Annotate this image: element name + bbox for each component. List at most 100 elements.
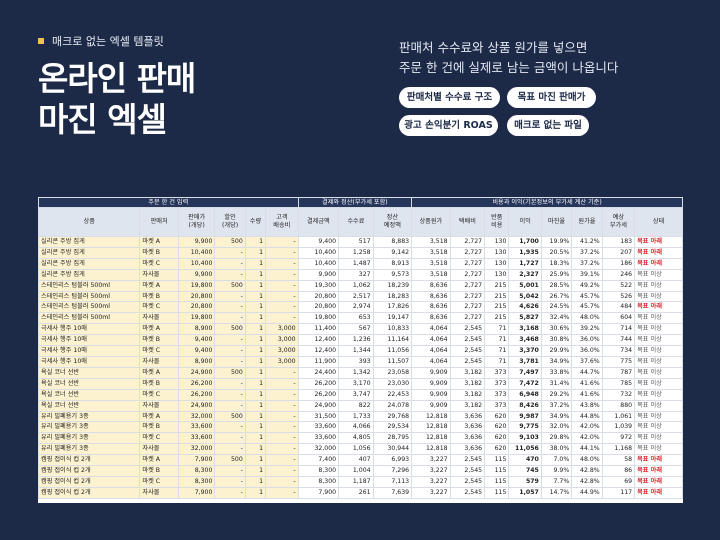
column-header-row: 상품 판매처 판매가 (개당) 할인 (개당) 수량 고객 배송비 결제금액 수수료 정산 예정… [38, 207, 683, 237]
table-cell: 20.5% [540, 246, 573, 259]
table-cell: 마켓 C [139, 432, 179, 445]
table-cell: - [214, 312, 246, 325]
table-cell: 1 [244, 399, 267, 412]
table-cell: 목표 이상 [634, 366, 683, 379]
table-cell: 29.2% [540, 388, 573, 401]
table-cell: - [214, 399, 246, 412]
table-cell: 522 [601, 279, 636, 292]
table-cell: 마켓 A [139, 323, 179, 336]
table-cell: 7,472 [508, 377, 542, 390]
table-cell: 500 [214, 279, 246, 292]
table-cell: 24,900 [177, 366, 216, 379]
table-cell: - [214, 301, 246, 314]
table-cell: 373 [484, 388, 510, 401]
table-cell: 마켓 A [139, 366, 179, 379]
table-cell: 115 [484, 465, 510, 477]
table-cell: 732 [601, 388, 636, 401]
table-cell: - [214, 334, 246, 347]
table-cell: 186 [601, 257, 636, 270]
table-cell: 6,948 [508, 388, 542, 401]
table-cell: 3,781 [508, 355, 542, 368]
table-cell: 마켓 B [139, 465, 179, 477]
table-cell: 373 [484, 377, 510, 390]
group-header-row: 주문 한 건 입력 결제와 정산(부가세 포함) 비용과 이익(기본정보의 부가세 … [38, 197, 683, 208]
table-row: 유리 밀폐용기 3종 마켓 A 32,000 500 1-31,500 1,733 29,7… [38, 410, 683, 423]
table-cell: 1,057 [508, 486, 542, 499]
table-cell: - [265, 257, 299, 270]
table-cell: 1,700 [508, 236, 542, 248]
table-cell: - [214, 465, 246, 477]
table-cell: 653 [338, 312, 374, 325]
table-cell: 1 [244, 410, 267, 423]
table-cell: 215 [484, 301, 510, 314]
table-row: 극세사 행주 10매 마켓 A 8,900 500 1 3,000 11,400 567 10,… [38, 323, 683, 336]
table-cell: 10,400 [297, 246, 340, 259]
table-cell: 775 [601, 355, 636, 368]
table-cell: 261 [338, 486, 374, 499]
table-row: 실리콘 주방 집게 마켓 B 10,400-1-10,400 1,258 9,142 3,… [38, 246, 683, 259]
table-cell: 48.0% [571, 454, 603, 467]
table-cell: 3,168 [508, 323, 542, 336]
column-header: 상품원가 [411, 207, 451, 237]
table-cell: - [265, 312, 299, 325]
table-cell: 1,258 [338, 246, 374, 259]
table-cell: 130 [484, 268, 510, 281]
column-header: 결제금액 [297, 207, 340, 237]
table-cell: 30.8% [540, 334, 573, 347]
table-cell: 3,518 [411, 246, 451, 259]
table-cell: 목표 이상 [634, 388, 683, 401]
table-cell: 1 [244, 268, 267, 281]
table-row: 스테인리스 텀블러 500ml 자사몰 19,800-1-19,800 653 19,1… [38, 312, 683, 325]
table-cell: 1,935 [508, 246, 542, 259]
table-cell: 26,200 [177, 388, 216, 401]
table-cell: 24,900 [297, 399, 340, 412]
table-cell: 29.8% [540, 432, 573, 445]
table-cell: - [265, 290, 299, 303]
table-cell: 44.1% [571, 443, 603, 456]
table-cell: 1 [244, 486, 267, 499]
table-cell: 자사몰 [139, 399, 179, 412]
table-cell: 유리 밀폐용기 3종 [38, 410, 141, 423]
table-cell: 6,993 [372, 454, 413, 467]
table-cell: 3,518 [411, 236, 451, 248]
table-cell: 71 [484, 334, 510, 347]
table-cell: 29,768 [372, 410, 413, 423]
table-cell: 3,000 [265, 345, 299, 357]
table-cell: 19,800 [297, 312, 340, 325]
table-cell: 41.6% [571, 388, 603, 401]
table-cell: 목표 아래 [634, 475, 683, 488]
column-header: 택배비 [449, 207, 486, 237]
table-cell: 4,064 [411, 355, 451, 368]
group-header: 비용과 이익(기본정보의 부가세 계산 기준) [411, 197, 683, 208]
table-cell: 마켓 C [139, 388, 179, 401]
feature-pill: 판매처별 수수료 구조 [399, 87, 500, 108]
table-cell: 10,400 [177, 257, 216, 270]
table-cell: 12,400 [297, 334, 340, 347]
column-header: 정산 예정액 [372, 207, 413, 237]
table-cell: 41.2% [571, 236, 603, 248]
table-cell: 11,507 [372, 355, 413, 368]
group-header: 주문 한 건 입력 [38, 197, 299, 208]
table-cell: 마켓 A [139, 236, 179, 248]
table-cell: 1,187 [338, 475, 374, 488]
table-cell: 24.5% [540, 301, 573, 314]
table-cell: 1 [244, 236, 267, 248]
table-cell: 1 [244, 366, 267, 379]
table-cell: 7,296 [372, 465, 413, 477]
table-cell: 33,600 [177, 432, 216, 445]
table-cell: 8,900 [177, 355, 216, 368]
table-cell: - [265, 388, 299, 401]
table-cell: 34.9% [540, 410, 573, 423]
table-cell: 44.7% [571, 366, 603, 379]
table-cell: 12,400 [297, 345, 340, 357]
table-cell: 579 [508, 475, 542, 488]
table-cell: 3,518 [411, 257, 451, 270]
table-cell: - [265, 410, 299, 423]
table-cell: 7.0% [540, 454, 573, 467]
table-cell: 2,327 [508, 268, 542, 281]
table-cell: 9,900 [177, 268, 216, 281]
table-cell: - [265, 301, 299, 314]
table-cell: 4,064 [411, 323, 451, 336]
table-cell: - [214, 377, 246, 390]
